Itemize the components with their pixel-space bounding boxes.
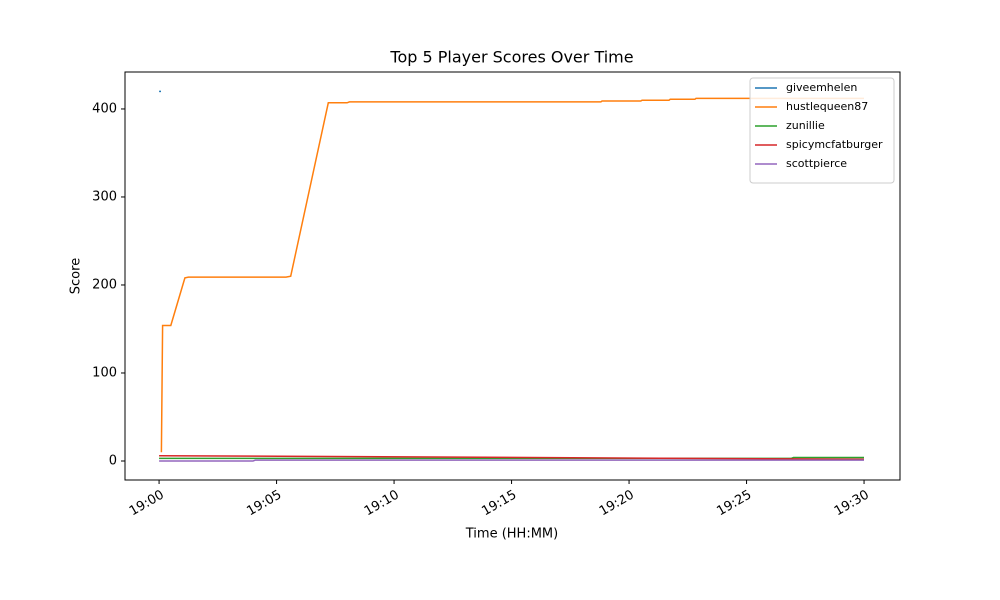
series-line — [159, 456, 864, 460]
y-axis-label: Score — [69, 258, 84, 294]
legend: giveemhelen hustlequeen87 zunillie spicymcf… — [749, 77, 895, 184]
legend-box — [749, 77, 895, 184]
y-tick-label: 100 — [92, 365, 117, 380]
y-tick-label: 200 — [92, 277, 117, 292]
chart-title: Top 5 Player Scores Over Time — [389, 48, 633, 67]
series-line — [160, 97, 864, 453]
y-tick-label: 400 — [92, 101, 117, 116]
legend-label: hustlequeen87 — [786, 100, 868, 113]
legend-label: spicymcfatburger — [786, 138, 883, 151]
legend-label: zunillie — [786, 119, 825, 132]
series-line — [159, 454, 865, 460]
x-axis-label: Time (HH:MM) — [465, 527, 558, 542]
series-line — [159, 459, 864, 462]
y-tick-label: 0 — [109, 453, 117, 468]
plot-frame — [124, 71, 901, 481]
y-tick-label: 300 — [92, 189, 117, 204]
legend-label: scottpierce — [786, 157, 847, 170]
legend-label: giveemhelen — [786, 81, 857, 94]
